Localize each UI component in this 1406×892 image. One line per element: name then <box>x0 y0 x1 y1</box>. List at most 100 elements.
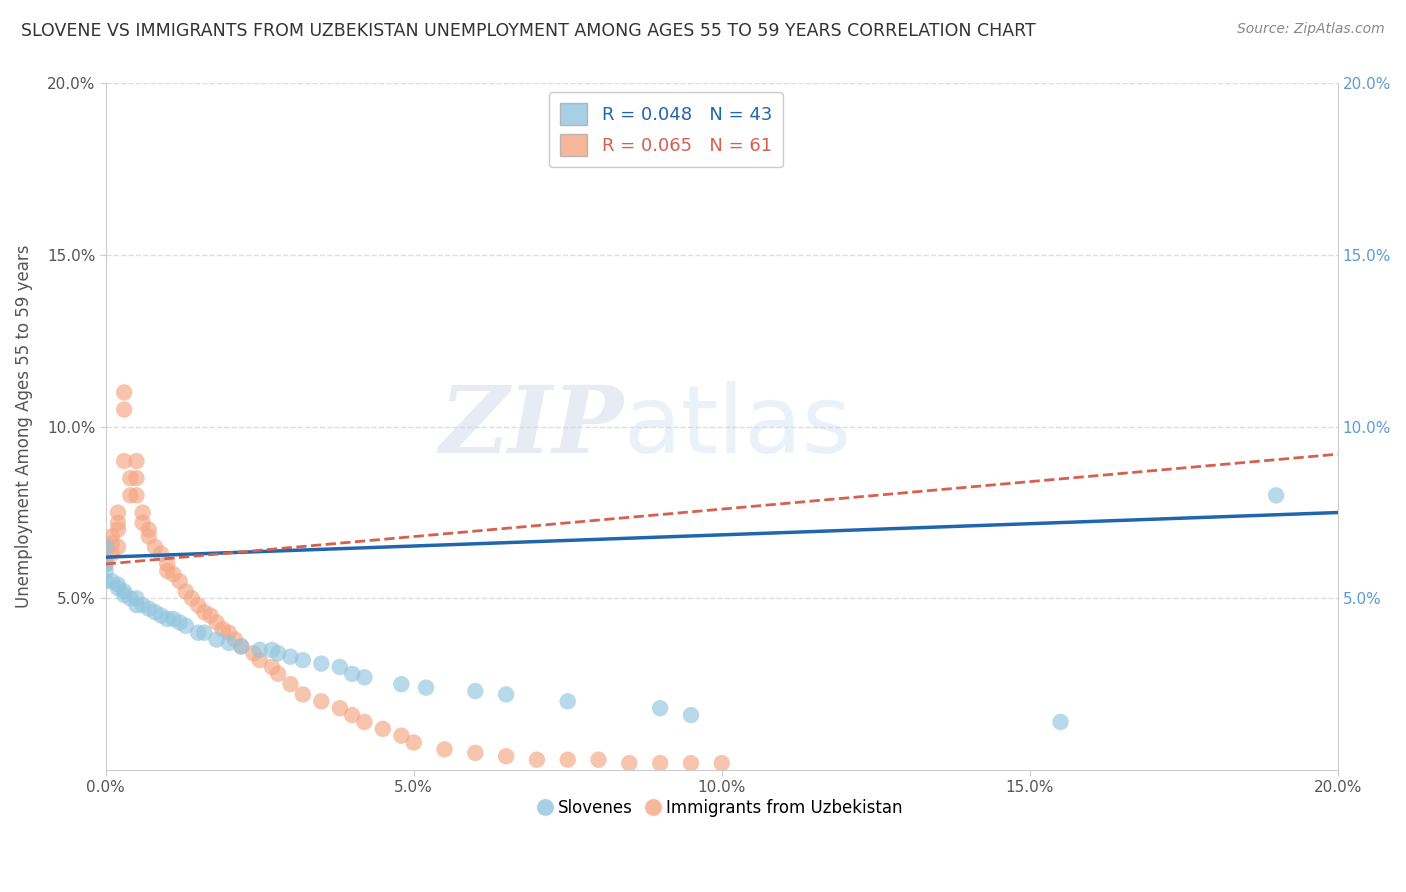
Point <box>94 574 117 589</box>
Point <box>495 749 517 764</box>
Point <box>107 516 129 530</box>
Point <box>94 564 117 578</box>
Point <box>557 753 579 767</box>
Point <box>120 591 142 606</box>
Point <box>710 756 733 771</box>
Point <box>260 643 283 657</box>
Point <box>464 746 486 760</box>
Point <box>150 608 173 623</box>
Legend: Slovenes, Immigrants from Uzbekistan: Slovenes, Immigrants from Uzbekistan <box>534 792 910 823</box>
Point <box>94 557 117 571</box>
Point <box>156 612 179 626</box>
Point <box>200 608 222 623</box>
Point <box>107 506 129 520</box>
Point <box>120 488 142 502</box>
Point <box>340 708 363 723</box>
Point <box>187 599 209 613</box>
Point <box>193 605 215 619</box>
Point <box>353 670 375 684</box>
Text: SLOVENE VS IMMIGRANTS FROM UZBEKISTAN UNEMPLOYMENT AMONG AGES 55 TO 59 YEARS COR: SLOVENE VS IMMIGRANTS FROM UZBEKISTAN UN… <box>21 22 1036 40</box>
Point <box>311 657 333 671</box>
Point <box>107 523 129 537</box>
Point <box>329 660 352 674</box>
Point <box>1265 488 1288 502</box>
Point <box>131 506 153 520</box>
Point <box>112 584 135 599</box>
Point <box>588 753 610 767</box>
Point <box>138 601 160 615</box>
Point <box>112 454 135 468</box>
Point <box>131 516 153 530</box>
Point <box>280 677 302 691</box>
Point <box>231 640 253 654</box>
Point <box>218 636 240 650</box>
Point <box>211 622 233 636</box>
Point <box>280 649 302 664</box>
Point <box>619 756 641 771</box>
Point <box>101 530 124 544</box>
Point <box>162 567 184 582</box>
Point <box>125 471 148 485</box>
Point <box>249 653 271 667</box>
Point <box>112 588 135 602</box>
Point <box>187 625 209 640</box>
Point <box>112 385 135 400</box>
Point <box>138 523 160 537</box>
Point <box>205 615 228 630</box>
Point <box>650 701 672 715</box>
Point <box>526 753 548 767</box>
Point <box>125 488 148 502</box>
Point <box>1049 714 1071 729</box>
Point <box>464 684 486 698</box>
Point <box>389 729 412 743</box>
Point <box>125 599 148 613</box>
Point <box>150 547 173 561</box>
Point <box>107 581 129 595</box>
Point <box>371 722 394 736</box>
Point <box>231 640 253 654</box>
Point <box>249 643 271 657</box>
Point <box>143 540 166 554</box>
Point <box>174 584 197 599</box>
Point <box>94 557 117 571</box>
Point <box>218 625 240 640</box>
Point <box>193 625 215 640</box>
Point <box>138 530 160 544</box>
Point <box>291 688 314 702</box>
Point <box>340 666 363 681</box>
Point <box>125 591 148 606</box>
Point <box>131 599 153 613</box>
Point <box>162 612 184 626</box>
Point <box>107 540 129 554</box>
Text: Source: ZipAtlas.com: Source: ZipAtlas.com <box>1237 22 1385 37</box>
Point <box>291 653 314 667</box>
Point <box>415 681 437 695</box>
Point <box>311 694 333 708</box>
Point <box>101 574 124 589</box>
Point <box>679 708 702 723</box>
Point <box>205 632 228 647</box>
Point <box>107 577 129 591</box>
Point <box>101 536 124 550</box>
Y-axis label: Unemployment Among Ages 55 to 59 years: Unemployment Among Ages 55 to 59 years <box>15 245 32 608</box>
Point <box>329 701 352 715</box>
Point <box>101 547 124 561</box>
Point <box>389 677 412 691</box>
Point <box>224 632 246 647</box>
Point <box>120 471 142 485</box>
Point <box>125 454 148 468</box>
Point <box>495 688 517 702</box>
Point <box>169 615 191 630</box>
Point <box>143 605 166 619</box>
Point <box>353 714 375 729</box>
Point <box>181 591 204 606</box>
Point <box>242 646 264 660</box>
Point <box>169 574 191 589</box>
Point <box>156 564 179 578</box>
Point <box>94 540 117 554</box>
Point <box>260 660 283 674</box>
Point <box>112 402 135 417</box>
Point <box>267 666 290 681</box>
Point <box>267 646 290 660</box>
Text: atlas: atlas <box>623 381 852 473</box>
